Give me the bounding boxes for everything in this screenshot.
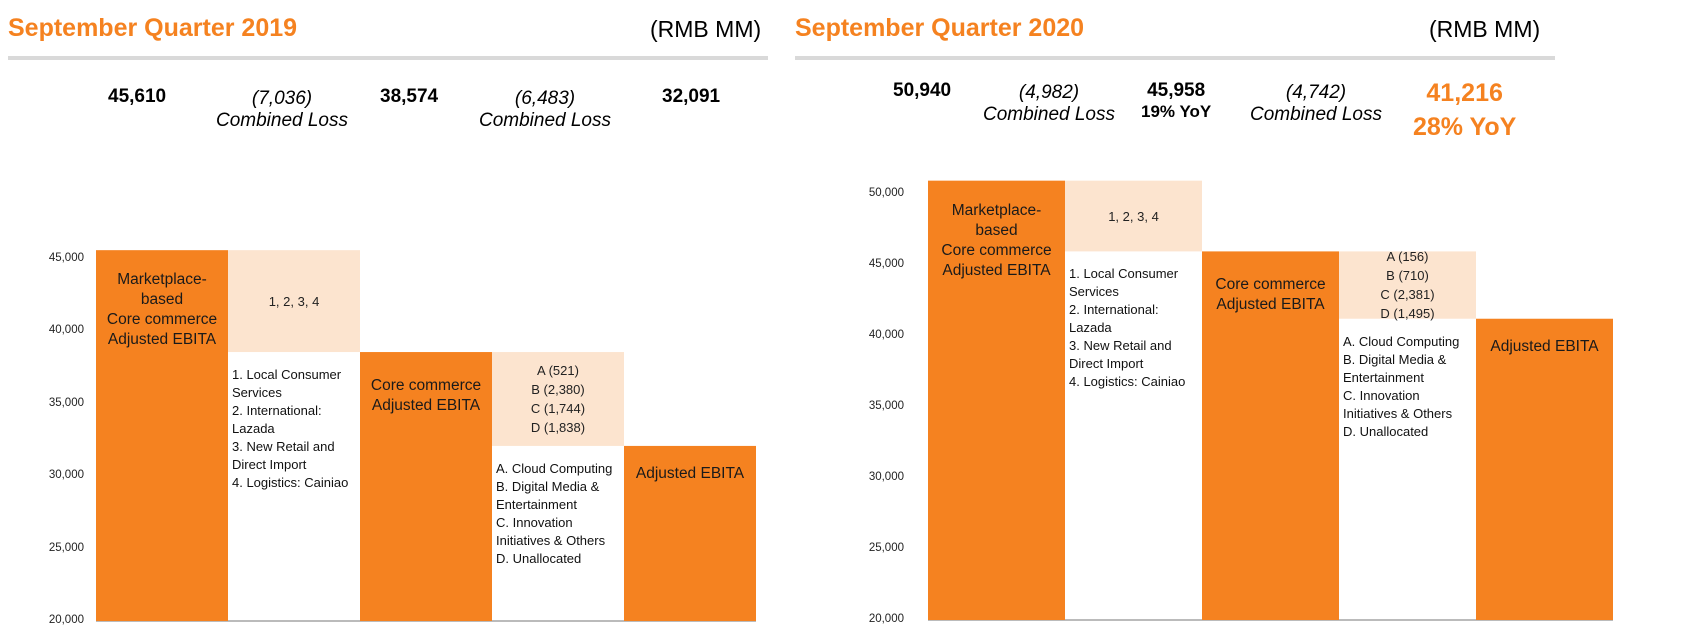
bar-loss	[228, 250, 360, 353]
unit-label: (RMB MM)	[1429, 16, 1541, 42]
header-value-adjusted: 41,216 28% YoY	[1413, 76, 1516, 144]
header-value-marketplace: 50,940	[893, 80, 952, 101]
loss-category-label: A (521) B (2,380) C (1,744) D (1,838)	[530, 362, 586, 435]
loss-description: A. Cloud Computing B. Digital Media & Ente…	[1343, 333, 1460, 439]
loss-description: 1. Local Consumer Services 2. Internationa…	[232, 367, 349, 491]
header-loss-1-label: Combined Loss	[215, 110, 349, 131]
header-value-core-amount: 45,958	[1147, 80, 1206, 101]
y-tick-label: 45,000	[48, 252, 84, 264]
header-loss-1: (4,982) Combined Loss	[979, 82, 1119, 126]
title-rule	[795, 56, 1555, 60]
header-loss-1-label: Combined Loss	[982, 104, 1116, 125]
bar-total	[96, 250, 228, 621]
loss-category-label: A (156) B (710) C (2,381) D (1,495)	[1380, 249, 1435, 322]
bar-label: Marketplace-based Core commerce Adjusted E…	[941, 201, 1052, 279]
header-loss-2-value: (6,483)	[514, 88, 576, 109]
title-rule	[8, 56, 768, 60]
y-tick-label: 20,000	[868, 613, 904, 625]
header-loss-1: (7,036) Combined Loss	[212, 88, 352, 132]
y-tick-label: 30,000	[48, 469, 84, 482]
header-value-adjusted-amount: 41,216	[1426, 79, 1503, 107]
chart-title: September Quarter 2020	[795, 14, 1085, 42]
waterfall-chart-2020	[928, 180, 1613, 621]
bar-total	[928, 180, 1065, 621]
y-tick-label: 30,000	[868, 471, 904, 483]
y-tick-label: 45,000	[868, 258, 904, 270]
y-tick-label: 20,000	[48, 614, 84, 626]
chart-panel-2019: September Quarter 2019 (RMB MM) 45,610 (…	[8, 14, 768, 626]
bar-loss	[1065, 180, 1202, 252]
y-tick-label: 40,000	[868, 329, 904, 341]
bar-label: Core commerce Adjusted EBITA	[370, 377, 482, 415]
header-value-core: 38,574	[380, 86, 439, 107]
y-tick-label: 25,000	[868, 542, 904, 554]
bar-total	[624, 445, 756, 621]
header-loss-1-value: (7,036)	[251, 88, 313, 109]
header-value-adjusted: 32,091	[662, 86, 721, 107]
bar-total	[360, 352, 492, 621]
y-tick-label: 50,000	[868, 187, 904, 199]
bar-total	[1476, 318, 1613, 620]
bar-label: Adjusted EBITA	[1490, 337, 1599, 355]
bar-loss	[492, 352, 624, 446]
header-value-adjusted-yoy: 28% YoY	[1413, 113, 1517, 141]
y-tick-label: 35,000	[48, 396, 84, 409]
header-value-marketplace: 45,610	[108, 86, 167, 107]
loss-description: A. Cloud Computing B. Digital Media & Ente…	[496, 460, 613, 566]
bar-label: Core commerce Adjusted EBITA	[1215, 276, 1326, 314]
y-tick-label: 35,000	[868, 400, 904, 412]
bar-loss	[1339, 251, 1476, 319]
bar-total	[1202, 251, 1339, 620]
loss-category-label: 1, 2, 3, 4	[1108, 208, 1159, 224]
header-value-core-yoy: 19% YoY	[1141, 102, 1212, 121]
loss-category-label: 1, 2, 3, 4	[268, 293, 320, 309]
y-tick-label: 25,000	[48, 541, 84, 554]
header-loss-2-value: (4,742)	[1285, 82, 1347, 103]
header-loss-2: (6,483) Combined Loss	[475, 88, 615, 132]
waterfall-chart-2019	[96, 250, 756, 622]
chart-panel-2020: September Quarter 2020 (RMB MM) 50,940 (…	[795, 0, 1702, 637]
bar-label: Adjusted EBITA	[635, 464, 745, 482]
header-loss-2: (4,742) Combined Loss	[1246, 82, 1386, 126]
header-loss-2-label: Combined Loss	[1249, 104, 1383, 125]
bar-label: Marketplace-based Core commerce Adjusted E…	[106, 271, 218, 349]
unit-label: (RMB MM)	[650, 16, 762, 42]
y-tick-label: 40,000	[48, 324, 84, 337]
chart-title: September Quarter 2019	[8, 14, 298, 42]
header-value-core: 45,958 19% YoY	[1141, 80, 1211, 122]
header-loss-1-value: (4,982)	[1018, 82, 1080, 103]
header-loss-2-label: Combined Loss	[478, 110, 612, 131]
loss-description: 1. Local Consumer Services 2. Internationa…	[1069, 266, 1186, 390]
